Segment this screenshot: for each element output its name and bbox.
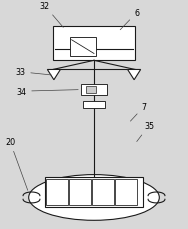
Ellipse shape bbox=[29, 175, 159, 220]
Bar bbox=[115, 179, 137, 205]
Bar bbox=[83, 102, 105, 109]
Bar bbox=[69, 179, 91, 205]
Bar bbox=[70, 38, 96, 57]
Text: 7: 7 bbox=[130, 102, 147, 122]
Bar bbox=[46, 179, 68, 205]
Text: 35: 35 bbox=[137, 121, 154, 142]
Text: 32: 32 bbox=[39, 2, 63, 28]
Text: 33: 33 bbox=[15, 68, 51, 77]
Bar bbox=[81, 85, 107, 95]
Text: 34: 34 bbox=[16, 87, 78, 96]
Text: 20: 20 bbox=[5, 137, 28, 191]
Bar bbox=[45, 177, 143, 207]
Bar bbox=[53, 27, 135, 61]
Bar bbox=[92, 179, 114, 205]
Text: 6: 6 bbox=[120, 9, 139, 31]
Polygon shape bbox=[128, 70, 141, 80]
Polygon shape bbox=[47, 70, 60, 80]
Bar bbox=[86, 87, 96, 93]
